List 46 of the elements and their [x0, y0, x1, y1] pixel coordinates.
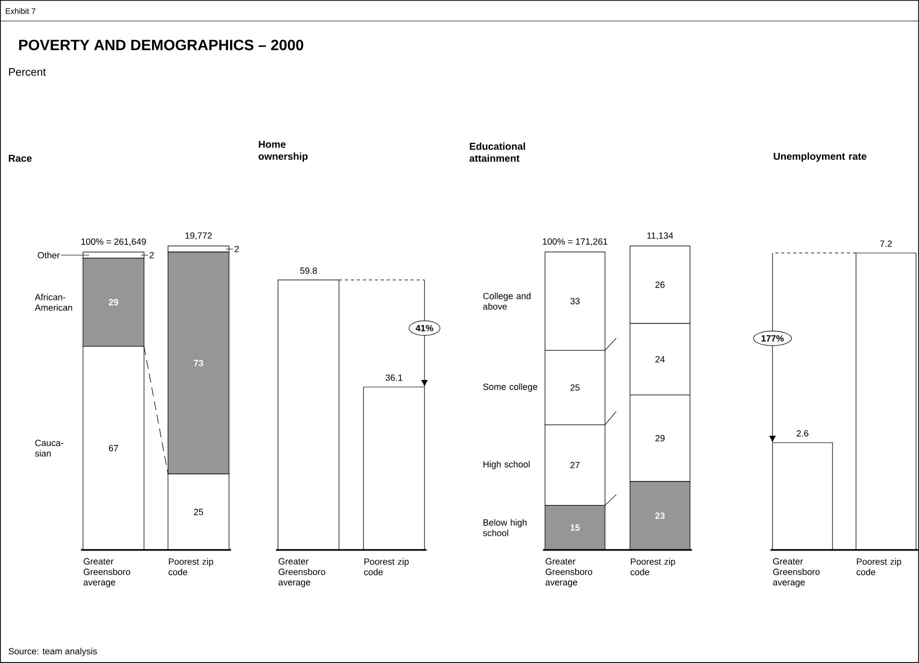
text: POVERTY AND DEMOGRAPHICS – 2000	[19, 40, 304, 50]
text: Cauca-sian	[35, 440, 64, 457]
data-label: 26	[655, 282, 665, 288]
text: Below high school	[483, 519, 527, 536]
data-label: 73	[194, 360, 204, 366]
x-tick-label: Poorest zip code	[168, 558, 214, 576]
x-tick-label: Greater Greensboro average	[546, 558, 592, 588]
data-label: 2	[150, 252, 154, 258]
data-label: 2	[234, 246, 239, 252]
data-label: 25	[194, 508, 204, 516]
series-label: High school	[484, 460, 530, 470]
text: 19,772	[185, 232, 212, 240]
chart-title: Unemployment rate	[774, 152, 866, 162]
data-label: 59.8	[300, 267, 317, 274]
data-label: 36.1	[386, 374, 402, 381]
annotation: 177%	[762, 335, 784, 342]
data-label: 2.6	[796, 430, 808, 437]
data-label: 15	[570, 524, 580, 531]
text: Percent	[9, 68, 46, 76]
data-label: 27	[570, 462, 580, 468]
x-tick-label: Greater Greensboro average	[773, 558, 820, 588]
chart-title: Home ownership	[258, 140, 308, 162]
data-label: 29	[655, 435, 665, 442]
source-note: Source: team analysis	[8, 648, 97, 656]
series-label: Some college	[483, 383, 538, 392]
legend-label: Other	[38, 252, 60, 258]
chart-title: Race	[8, 154, 32, 162]
text: 100% = 171,261	[542, 238, 608, 246]
x-tick-label: Poorest zip code	[856, 558, 902, 576]
data-label: 29	[108, 299, 118, 306]
data-label: 67	[108, 444, 118, 452]
x-tick-label: Greater Greensboro average	[84, 558, 130, 588]
series-label: College and above	[483, 292, 531, 310]
x-tick-label: Greater Greensboro average	[278, 558, 326, 588]
data-label: 24	[655, 356, 665, 362]
data-label: 25	[570, 384, 580, 391]
data-label: 7.2	[880, 240, 892, 247]
x-tick-label: Poorest zip code	[630, 558, 676, 576]
series-label: African-American	[34, 294, 72, 311]
data-label: 33	[570, 298, 580, 304]
annotation: 41%	[416, 324, 434, 332]
x-tick-label: Poorest zip code	[364, 558, 409, 576]
text: 100% = 261,649	[81, 238, 146, 246]
chart-title: Educational attainment	[470, 142, 525, 162]
text: 11,134	[647, 232, 674, 240]
data-label: 23	[655, 512, 665, 519]
